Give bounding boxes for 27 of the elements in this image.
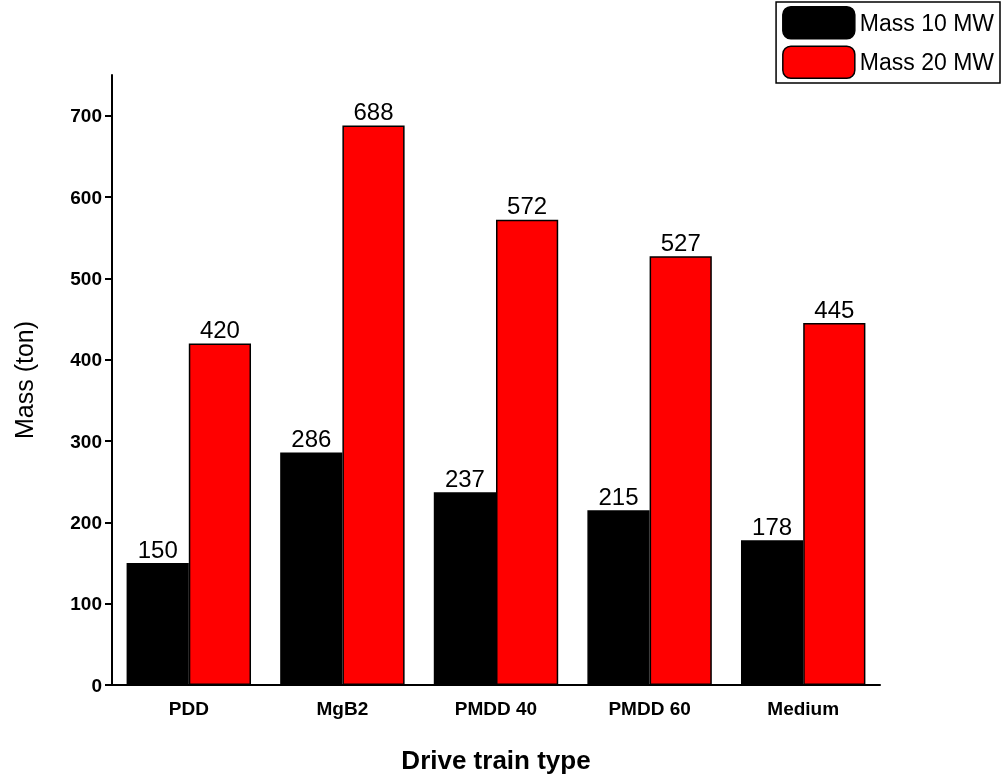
y-tick-label: 0: [91, 674, 102, 696]
data-label: 150: [137, 535, 178, 563]
x-tick-label: Medium: [767, 698, 840, 719]
y-tick-label: 700: [70, 105, 102, 127]
data-label: 572: [507, 192, 548, 220]
legend-label: Mass 20 MW: [859, 49, 995, 76]
data-label: 527: [660, 228, 701, 256]
y-axis-title: Mass (ton): [9, 320, 38, 440]
y-tick-label: 500: [70, 267, 102, 289]
data-label: 178: [752, 512, 793, 540]
data-label: 688: [353, 97, 394, 125]
x-tick-label: PDD: [168, 698, 209, 719]
legend-label: Mass 10 MW: [859, 9, 995, 36]
x-axis-title: Drive train type: [401, 745, 591, 775]
y-tick-label: 200: [70, 511, 102, 533]
y-tick-label: 400: [70, 349, 102, 371]
data-label: 286: [291, 424, 332, 452]
y-tick-label: 600: [70, 186, 102, 208]
x-tick-label: MgB2: [316, 698, 369, 719]
x-tick-label: PMDD 60: [608, 698, 691, 719]
data-label: 237: [444, 464, 485, 492]
y-tick-label: 300: [70, 430, 102, 452]
x-tick-label: PMDD 40: [454, 698, 538, 719]
data-label: 445: [814, 295, 855, 323]
data-label: 215: [598, 482, 639, 510]
y-tick-label: 100: [70, 593, 102, 615]
data-label: 420: [199, 315, 240, 343]
